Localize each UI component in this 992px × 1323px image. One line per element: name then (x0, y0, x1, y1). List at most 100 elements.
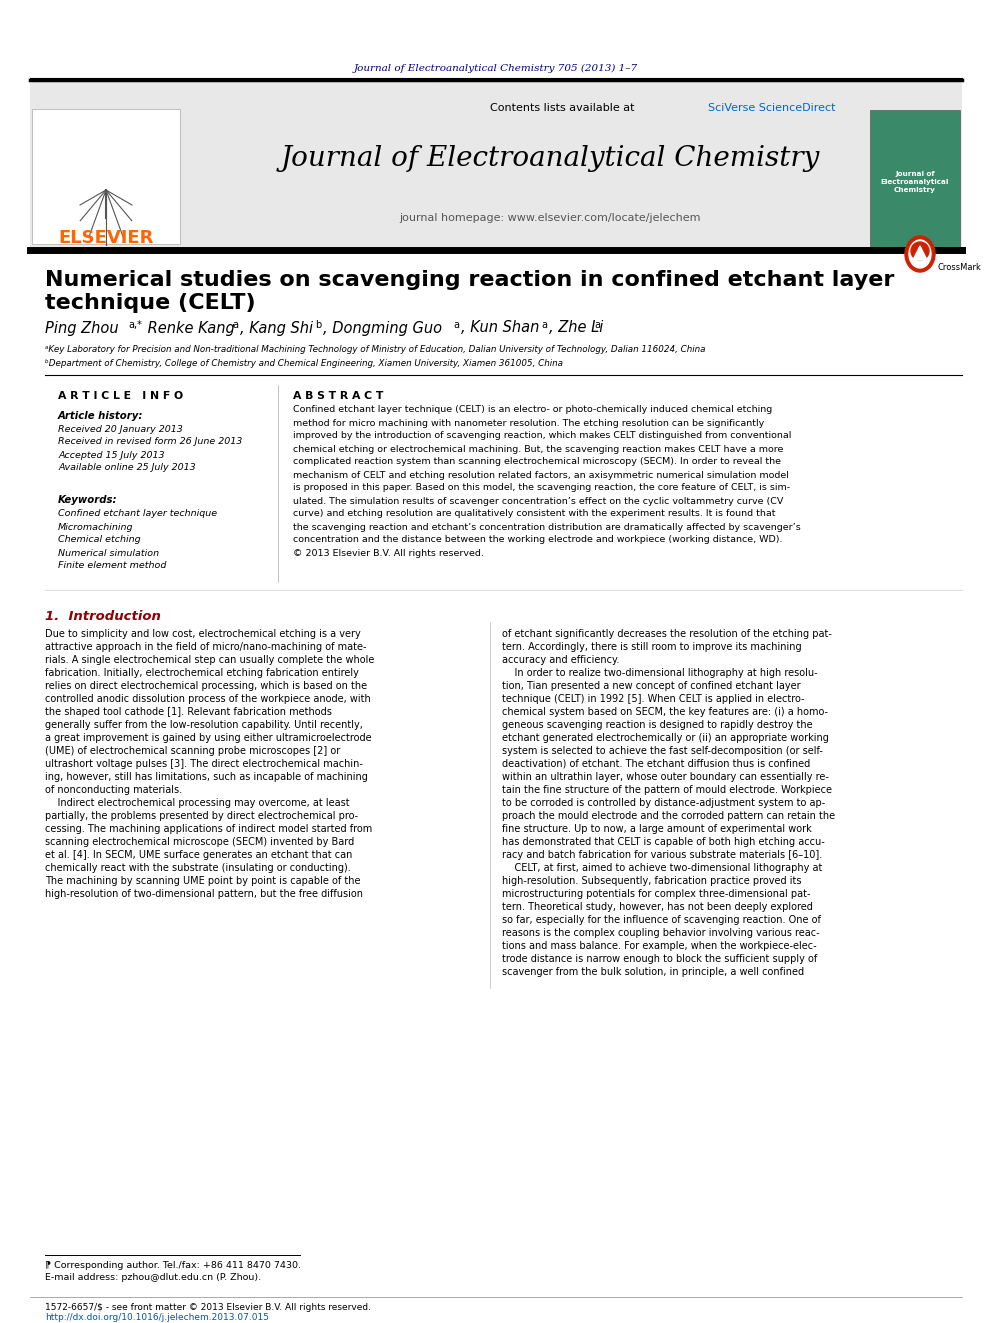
Text: deactivation) of etchant. The etchant diffusion thus is confined: deactivation) of etchant. The etchant di… (502, 759, 810, 769)
Text: ELSEVIER: ELSEVIER (59, 229, 154, 247)
Text: b: b (315, 320, 321, 329)
Text: fine structure. Up to now, a large amount of experimental work: fine structure. Up to now, a large amoun… (502, 824, 811, 833)
Text: a: a (453, 320, 459, 329)
Text: scanning electrochemical microscope (SECM) invented by Bard: scanning electrochemical microscope (SEC… (45, 837, 354, 847)
Text: a great improvement is gained by using either ultramicroelectrode: a great improvement is gained by using e… (45, 733, 372, 744)
Text: ᵇDepartment of Chemistry, College of Chemistry and Chemical Engineering, Xiamen : ᵇDepartment of Chemistry, College of Che… (45, 359, 563, 368)
Text: CELT, at first, aimed to achieve two-dimensional lithography at: CELT, at first, aimed to achieve two-dim… (502, 863, 822, 873)
Ellipse shape (909, 239, 931, 269)
Text: Contents lists available at: Contents lists available at (490, 103, 638, 112)
Text: Micromachining: Micromachining (58, 523, 134, 532)
Text: Confined etchant layer technique: Confined etchant layer technique (58, 509, 217, 519)
Text: a: a (232, 320, 238, 329)
Text: proach the mould electrode and the corroded pattern can retain the: proach the mould electrode and the corro… (502, 811, 835, 822)
Text: rials. A single electrochemical step can usually complete the whole: rials. A single electrochemical step can… (45, 655, 374, 665)
Text: system is selected to achieve the fast self-decomposition (or self-: system is selected to achieve the fast s… (502, 746, 823, 755)
Text: Journal of Electroanalytical Chemistry 705 (2013) 1–7: Journal of Electroanalytical Chemistry 7… (354, 64, 638, 73)
Text: improved by the introduction of scavenging reaction, which makes CELT distinguis: improved by the introduction of scavengi… (293, 431, 792, 441)
Bar (30, 79, 962, 250)
Bar (32, 108, 180, 243)
Text: , Dongming Guo: , Dongming Guo (323, 320, 442, 336)
Text: relies on direct electrochemical processing, which is based on the: relies on direct electrochemical process… (45, 681, 367, 691)
Text: within an ultrathin layer, whose outer boundary can essentially re-: within an ultrathin layer, whose outer b… (502, 773, 829, 782)
Text: Numerical studies on scavenging reaction in confined etchant layer: Numerical studies on scavenging reaction… (45, 270, 895, 290)
Text: Received 20 January 2013: Received 20 January 2013 (58, 425, 183, 434)
Text: the shaped tool cathode [1]. Relevant fabrication methods: the shaped tool cathode [1]. Relevant fa… (45, 706, 332, 717)
Text: fabrication. Initially, electrochemical etching fabrication entirely: fabrication. Initially, electrochemical … (45, 668, 359, 677)
Text: Ping Zhou: Ping Zhou (45, 320, 119, 336)
Text: cessing. The machining applications of indirect model started from: cessing. The machining applications of i… (45, 824, 372, 833)
Bar (870, 110, 960, 247)
Text: tern. Theoretical study, however, has not been deeply explored: tern. Theoretical study, however, has no… (502, 902, 812, 912)
Text: attractive approach in the field of micro/nano-machining of mate-: attractive approach in the field of micr… (45, 642, 366, 652)
Text: Article history:: Article history: (58, 411, 144, 421)
Text: controlled anodic dissolution process of the workpiece anode, with: controlled anodic dissolution process of… (45, 695, 371, 704)
Text: Received in revised form 26 June 2013: Received in revised form 26 June 2013 (58, 438, 242, 446)
Text: has demonstrated that CELT is capable of both high etching accu-: has demonstrated that CELT is capable of… (502, 837, 824, 847)
Text: http://dx.doi.org/10.1016/j.jelechem.2013.07.015: http://dx.doi.org/10.1016/j.jelechem.201… (45, 1314, 269, 1323)
Text: Indirect electrochemical processing may overcome, at least: Indirect electrochemical processing may … (45, 798, 349, 808)
Ellipse shape (911, 242, 929, 261)
Text: trode distance is narrow enough to block the sufficient supply of: trode distance is narrow enough to block… (502, 954, 817, 964)
Text: Journal of Electroanalytical Chemistry: Journal of Electroanalytical Chemistry (281, 144, 819, 172)
Text: to be corroded is controlled by distance-adjustment system to ap-: to be corroded is controlled by distance… (502, 798, 825, 808)
Text: , Kang Shi: , Kang Shi (240, 320, 313, 336)
Text: ulated. The simulation results of scavenger concentration’s effect on the cyclic: ulated. The simulation results of scaven… (293, 496, 784, 505)
Text: tain the fine structure of the pattern of mould electrode. Workpiece: tain the fine structure of the pattern o… (502, 785, 832, 795)
Text: et al. [4]. In SECM, UME surface generates an etchant that can: et al. [4]. In SECM, UME surface generat… (45, 849, 352, 860)
Text: Keywords:: Keywords: (58, 495, 117, 505)
Text: a: a (541, 320, 547, 329)
Text: tions and mass balance. For example, when the workpiece-elec-: tions and mass balance. For example, whe… (502, 941, 816, 951)
Text: ⁋ Corresponding author. Tel./fax: +86 411 8470 7430.: ⁋ Corresponding author. Tel./fax: +86 41… (45, 1261, 301, 1270)
Text: complicated reaction system than scanning electrochemical microscopy (SECM). In : complicated reaction system than scannin… (293, 458, 781, 467)
Text: concentration and the distance between the working electrode and workpiece (work: concentration and the distance between t… (293, 536, 783, 545)
Text: of etchant significantly decreases the resolution of the etching pat-: of etchant significantly decreases the r… (502, 628, 832, 639)
Text: microstructuring potentials for complex three-dimensional pat-: microstructuring potentials for complex … (502, 889, 810, 900)
Text: Available online 25 July 2013: Available online 25 July 2013 (58, 463, 195, 472)
Text: , Kun Shan: , Kun Shan (461, 320, 540, 336)
Text: chemically react with the substrate (insulating or conducting).: chemically react with the substrate (ins… (45, 863, 351, 873)
Text: the scavenging reaction and etchant’s concentration distribution are dramaticall: the scavenging reaction and etchant’s co… (293, 523, 801, 532)
Text: , Zhe Li: , Zhe Li (549, 320, 603, 336)
Text: technique (CELT) in 1992 [5]. When CELT is applied in electro-: technique (CELT) in 1992 [5]. When CELT … (502, 695, 805, 704)
Text: so far, especially for the influence of scavenging reaction. One of: so far, especially for the influence of … (502, 916, 820, 925)
Text: racy and batch fabrication for various substrate materials [6–10].: racy and batch fabrication for various s… (502, 849, 822, 860)
Text: 1572-6657/$ - see front matter © 2013 Elsevier B.V. All rights reserved.: 1572-6657/$ - see front matter © 2013 El… (45, 1303, 371, 1311)
Text: is proposed in this paper. Based on this model, the scavenging reaction, the cor: is proposed in this paper. Based on this… (293, 483, 790, 492)
Text: Accepted 15 July 2013: Accepted 15 July 2013 (58, 451, 165, 459)
Text: chemical etching or electrochemical machining. But, the scavenging reaction make: chemical etching or electrochemical mach… (293, 445, 784, 454)
Text: A B S T R A C T: A B S T R A C T (293, 392, 383, 401)
Text: © 2013 Elsevier B.V. All rights reserved.: © 2013 Elsevier B.V. All rights reserved… (293, 549, 484, 557)
Text: The machining by scanning UME point by point is capable of the: The machining by scanning UME point by p… (45, 876, 360, 886)
Text: journal homepage: www.elsevier.com/locate/jelechem: journal homepage: www.elsevier.com/locat… (399, 213, 700, 224)
Text: method for micro machining with nanometer resolution. The etching resolution can: method for micro machining with nanomete… (293, 418, 764, 427)
Text: of nonconducting materials.: of nonconducting materials. (45, 785, 183, 795)
Text: 1.  Introduction: 1. Introduction (45, 610, 161, 623)
Text: etchant generated electrochemically or (ii) an appropriate working: etchant generated electrochemically or (… (502, 733, 829, 744)
Text: Chemical etching: Chemical etching (58, 536, 141, 545)
Text: ultrashort voltage pulses [3]. The direct electrochemical machin-: ultrashort voltage pulses [3]. The direc… (45, 759, 363, 769)
Text: Confined etchant layer technique (CELT) is an electro- or photo-chemically induc: Confined etchant layer technique (CELT) … (293, 406, 772, 414)
Text: CrossMark: CrossMark (938, 263, 982, 273)
Text: partially, the problems presented by direct electrochemical pro-: partially, the problems presented by dir… (45, 811, 358, 822)
Text: technique (CELT): technique (CELT) (45, 292, 256, 314)
Text: (UME) of electrochemical scanning probe microscopes [2] or: (UME) of electrochemical scanning probe … (45, 746, 340, 755)
Text: a,*: a,* (128, 320, 142, 329)
Text: tern. Accordingly, there is still room to improve its machining: tern. Accordingly, there is still room t… (502, 642, 802, 652)
Text: tion, Tian presented a new concept of confined etchant layer: tion, Tian presented a new concept of co… (502, 681, 801, 691)
Text: scavenger from the bulk solution, in principle, a well confined: scavenger from the bulk solution, in pri… (502, 967, 805, 976)
Ellipse shape (905, 235, 935, 273)
Polygon shape (913, 246, 927, 261)
Text: high-resolution of two-dimensional pattern, but the free diffusion: high-resolution of two-dimensional patte… (45, 889, 363, 900)
Text: Journal of
Electroanalytical
Chemistry: Journal of Electroanalytical Chemistry (881, 171, 949, 193)
Text: geneous scavenging reaction is designed to rapidly destroy the: geneous scavenging reaction is designed … (502, 720, 812, 730)
Text: Numerical simulation: Numerical simulation (58, 549, 159, 557)
Text: In order to realize two-dimensional lithography at high resolu-: In order to realize two-dimensional lith… (502, 668, 817, 677)
Text: generally suffer from the low-resolution capability. Until recently,: generally suffer from the low-resolution… (45, 720, 363, 730)
Text: accuracy and efficiency.: accuracy and efficiency. (502, 655, 619, 665)
Text: curve) and etching resolution are qualitatively consistent with the experiment r: curve) and etching resolution are qualit… (293, 509, 776, 519)
Text: mechanism of CELT and etching resolution related factors, an axisymmetric numeri: mechanism of CELT and etching resolution… (293, 471, 789, 479)
Text: high-resolution. Subsequently, fabrication practice proved its: high-resolution. Subsequently, fabricati… (502, 876, 802, 886)
Text: a: a (594, 320, 600, 329)
Text: A R T I C L E   I N F O: A R T I C L E I N F O (58, 392, 184, 401)
